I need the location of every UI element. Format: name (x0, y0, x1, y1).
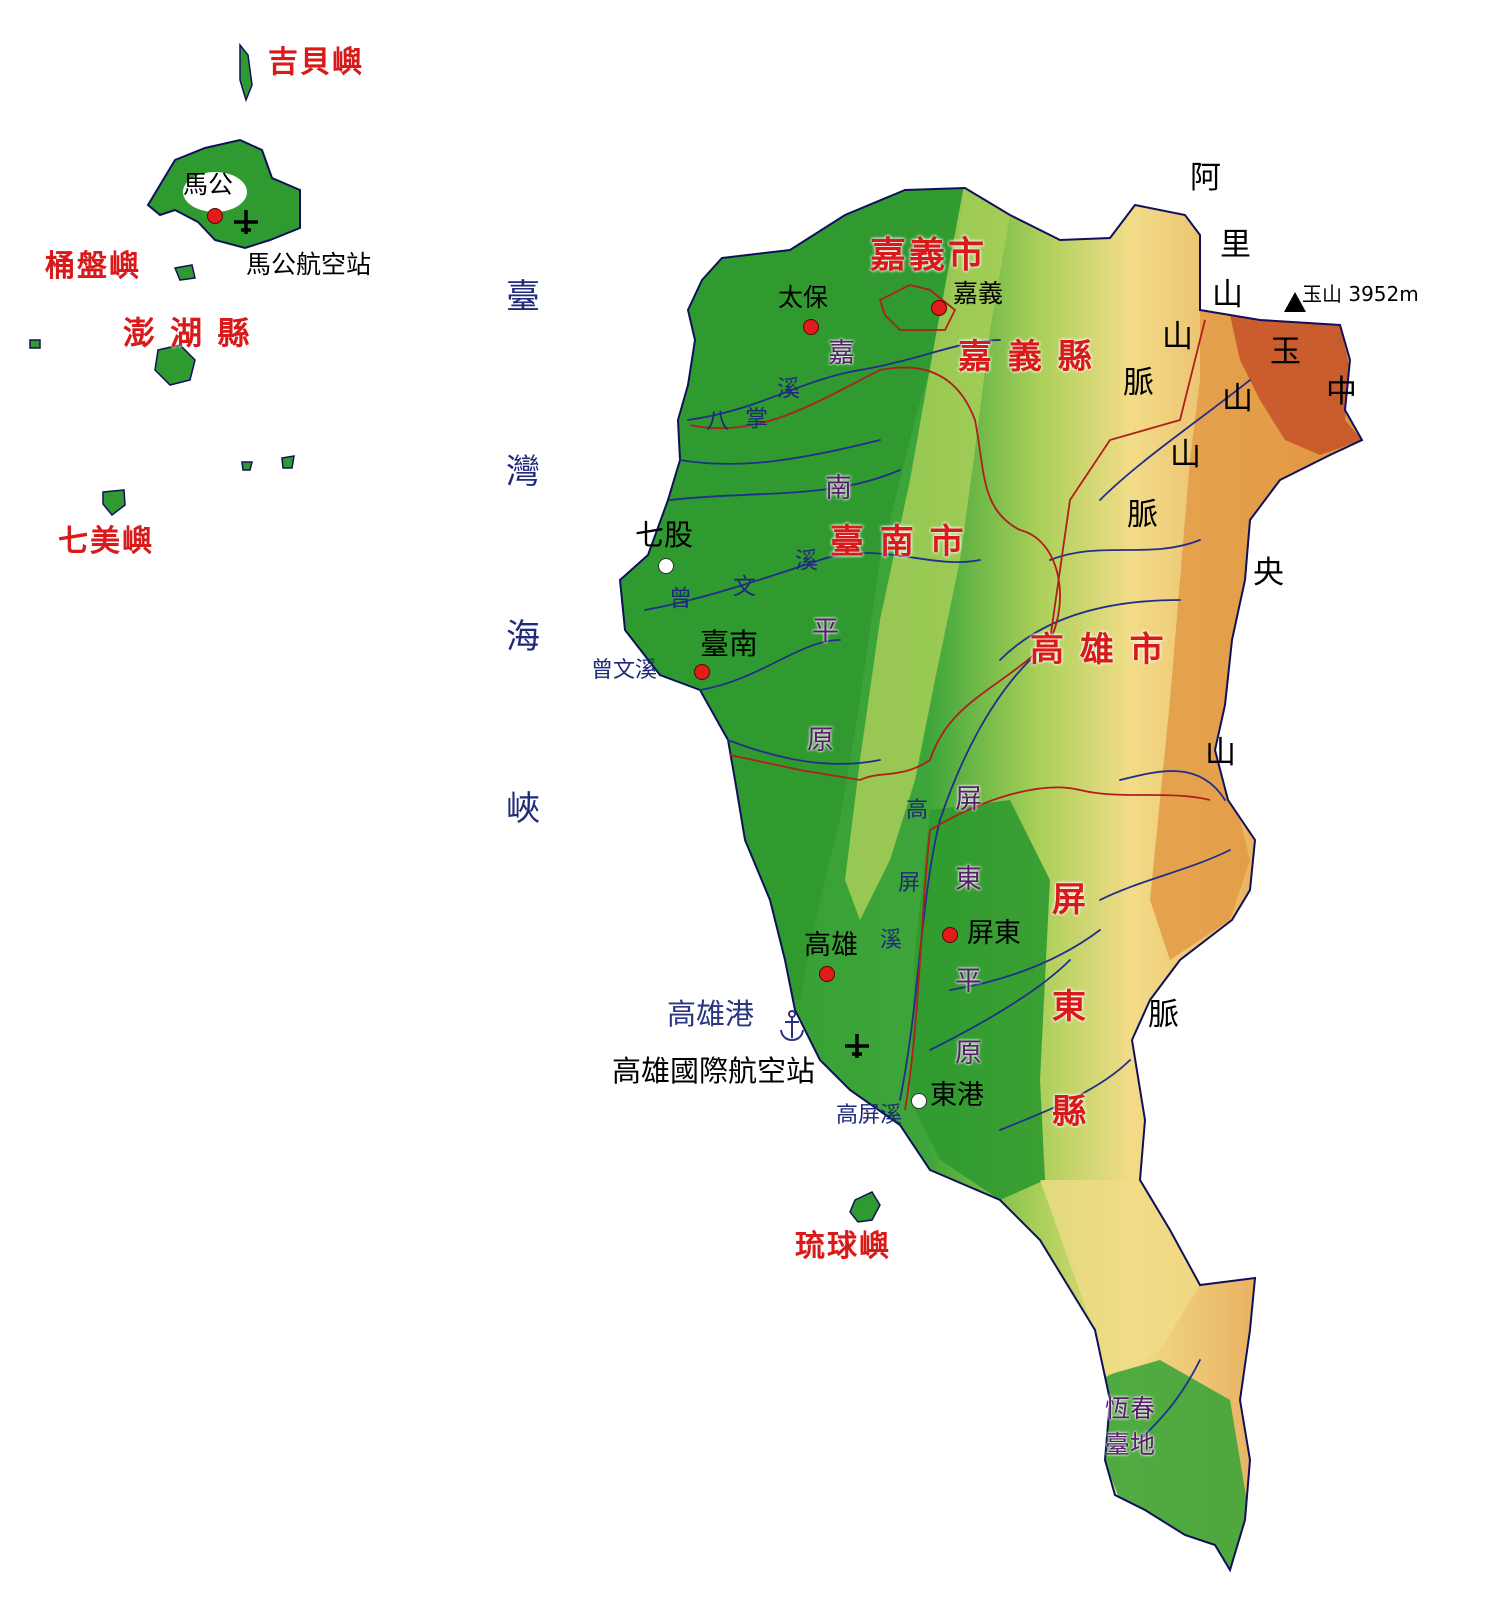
zengwen-char-1: 曾 (669, 586, 692, 612)
yushan-range-char-1: 玉 (1270, 334, 1301, 370)
bazhang-char-2: 掌 (745, 406, 768, 432)
qigu-label: 七股 (635, 518, 694, 552)
gaoping-char-1: 高 (906, 798, 929, 823)
zengwen-char-3: 溪 (795, 548, 818, 574)
pingtung-plain-char-2: 東 (955, 864, 982, 895)
chianan-plain-char-4: 原 (807, 725, 834, 756)
magong-airport-label: 馬公航空站 (246, 250, 372, 279)
bazhang-char-3: 溪 (777, 376, 800, 402)
pingtung-plain-char-4: 原 (955, 1038, 982, 1069)
pingtung-county-char-1: 屏 (1052, 880, 1086, 920)
magong-airplane-icon (234, 210, 258, 234)
pingtung-plain-char-1: 屏 (955, 784, 982, 815)
qimei-island (102, 489, 126, 517)
central-range-char-2: 央 (1253, 555, 1284, 591)
hengchun-label-1: 恆春 (1105, 1394, 1156, 1423)
qigu-town-dot (658, 558, 674, 574)
kaohsiung-airplane-icon (845, 1034, 869, 1058)
penghu-county-label: 澎 湖 縣 (123, 314, 252, 352)
islands (29, 42, 881, 1223)
tongpan-island-label: 桶盤嶼 (45, 249, 141, 284)
alishan-char-4: 山 (1162, 319, 1193, 355)
jibei-island (239, 42, 253, 103)
alishan-char-2: 里 (1220, 227, 1251, 263)
tainan-label: 臺南 (700, 627, 759, 661)
tainan-city-dot (694, 664, 710, 680)
hengchun-label-2: 臺地 (1105, 1430, 1156, 1459)
alishan-char-5: 脈 (1123, 365, 1154, 401)
chiayi-label: 嘉義 (953, 279, 1004, 308)
bazhang-char-1: 八 (706, 408, 729, 434)
rivers (644, 339, 1251, 1441)
liuqiu-island-label: 琉球嶼 (795, 1229, 891, 1264)
kaohsiung-port-label: 高雄港 (667, 997, 755, 1031)
gaoping-char-2: 屏 (898, 871, 921, 896)
donggang-town-dot (911, 1093, 927, 1109)
port-anchor-icon (780, 1010, 804, 1042)
chiayi-city-dot (931, 300, 947, 316)
pingtung-county-char-2: 東 (1052, 987, 1086, 1027)
wangan-island (154, 344, 196, 386)
jibei-island-label: 吉貝嶼 (268, 45, 364, 80)
magong-city-dot (207, 208, 223, 224)
qimei-island-label: 七美嶼 (58, 524, 154, 559)
strait-char-2: 灣 (506, 452, 540, 492)
pingtung-county-char-3: 縣 (1052, 1092, 1086, 1132)
yushan-range-char-2: 山 (1222, 381, 1253, 417)
chianan-plain-char-3: 平 (812, 616, 839, 647)
pingtung-plain-char-3: 平 (955, 966, 982, 997)
strait-char-4: 峽 (506, 789, 540, 829)
tongpan-island (173, 264, 196, 281)
zengwen-char-2: 文 (733, 574, 756, 600)
chianan-plain-char-2: 南 (825, 473, 852, 504)
kaohsiung-city-label: 高 雄 市 (1030, 630, 1166, 670)
county-borders (689, 284, 1211, 1111)
strait-char-3: 海 (506, 617, 540, 657)
chiayi-city-admin-label: 嘉義市 (870, 234, 988, 276)
taibao-label: 太保 (778, 283, 829, 312)
kaohsiung-city-dot (819, 966, 835, 982)
pingtung-city-dot (942, 927, 958, 943)
central-range-char-1: 中 (1326, 374, 1357, 410)
kaohsiung-airport-label: 高雄國際航空站 (612, 1054, 816, 1088)
yushan-peak-label: 玉山 3952m (1302, 282, 1419, 306)
kaohsiung-label: 高雄 (804, 930, 858, 961)
magong-label: 馬公 (183, 170, 234, 199)
alishan-char-3: 山 (1212, 277, 1243, 313)
pingtung-label: 屏東 (967, 918, 1021, 949)
central-range-char-4: 脈 (1148, 997, 1179, 1033)
gaoping-char-3: 溪 (880, 928, 903, 953)
central-range-char-3: 山 (1205, 735, 1236, 771)
zengwen-mouth-label: 曾文溪 (591, 658, 658, 683)
alishan-char-1: 阿 (1190, 160, 1221, 196)
yushan-range-char-3: 山 (1170, 437, 1201, 473)
donggang-label: 東港 (930, 1080, 984, 1111)
chianan-plain-char-1: 嘉 (828, 338, 855, 369)
strait-char-1: 臺 (506, 277, 540, 317)
taibao-city-dot (803, 319, 819, 335)
gaoping-mouth-label: 高屏溪 (836, 1103, 903, 1128)
liuqiu-island (849, 1191, 881, 1223)
chiayi-county-label: 嘉 義 縣 (958, 337, 1094, 377)
tainan-city-label: 臺 南 市 (830, 522, 966, 562)
yushan-range-char-4: 脈 (1127, 497, 1158, 533)
yushan-peak-marker (1284, 292, 1306, 312)
